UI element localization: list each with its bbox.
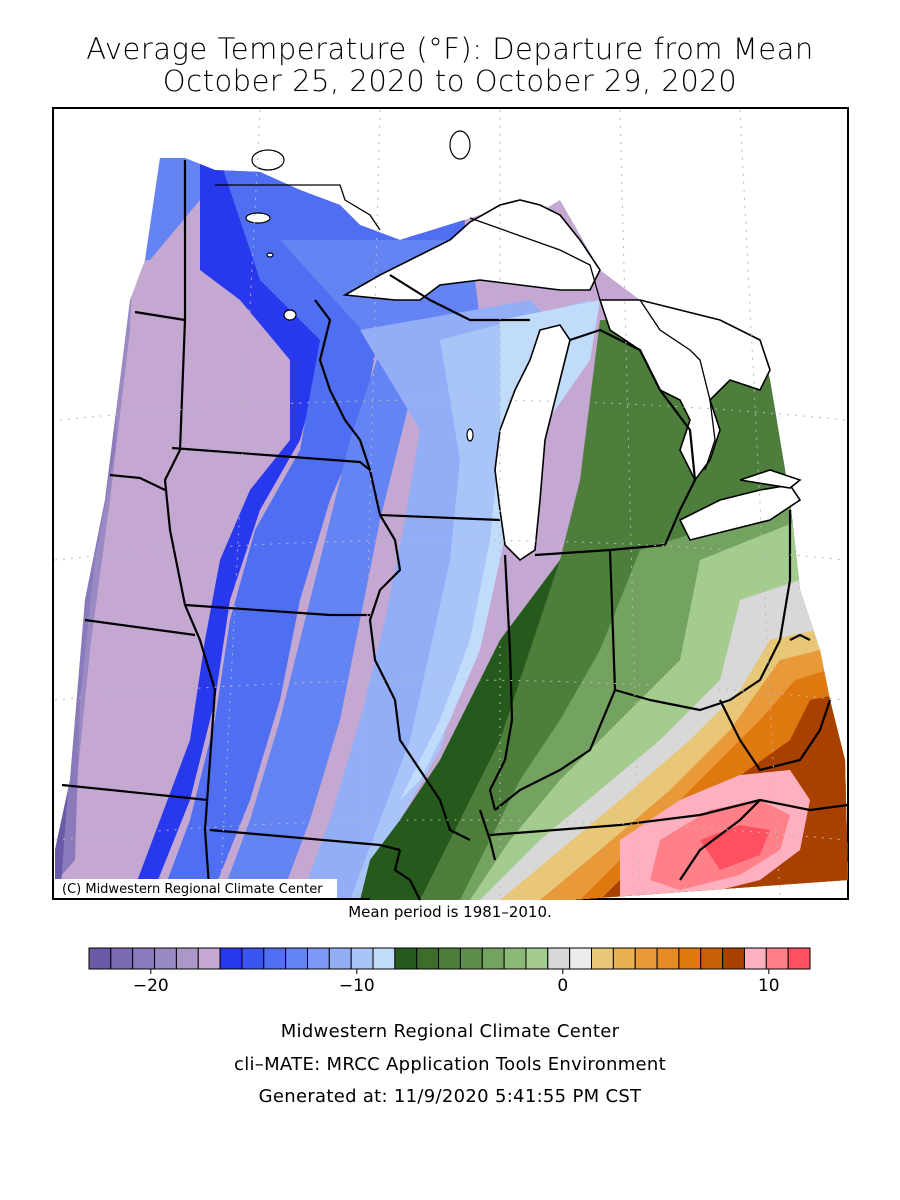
legend-tick-label: 0	[557, 976, 569, 996]
lake-erie	[678, 484, 802, 541]
band-minus-10	[350, 300, 590, 900]
coastlines	[215, 184, 716, 471]
band-minus-13	[220, 240, 480, 900]
legend-swatch	[219, 947, 243, 970]
lake-erie-east	[739, 469, 802, 489]
lake-superior	[342, 199, 601, 301]
legend-swatch	[263, 947, 287, 970]
legend-swatch	[722, 947, 745, 970]
band-minus-11	[300, 300, 560, 900]
great-lakes	[342, 199, 802, 562]
legend-tick-label: −20	[132, 976, 169, 996]
legend-swatch	[678, 947, 702, 970]
color-legend	[88, 947, 811, 974]
legend-swatch	[503, 947, 527, 970]
legend-swatch	[175, 947, 199, 970]
legend-swatch	[656, 947, 680, 970]
legend-swatch	[88, 947, 112, 970]
legend-swatch	[132, 947, 156, 970]
mean-period-note: Mean period is 1981–2010.	[348, 903, 552, 921]
map-title-line-1: Average Temperature (°F): Departure from…	[86, 32, 814, 66]
legend-swatch	[459, 947, 483, 970]
legend-swatch	[306, 947, 330, 970]
legend-swatch	[481, 947, 505, 970]
credit-generated: Generated at: 11/9/2020 5:41:55 PM CST	[258, 1086, 642, 1107]
copyright-box	[55, 879, 337, 898]
legend-swatch	[350, 947, 374, 970]
legend-color-bar	[88, 947, 811, 974]
credit-organization: Midwestern Regional Climate Center	[280, 1021, 620, 1042]
legend-swatch	[787, 947, 811, 970]
legend-swatch	[110, 947, 134, 970]
legend-swatch	[591, 947, 614, 970]
legend-swatch	[197, 947, 221, 970]
state-boundaries	[61, 160, 849, 901]
legend-swatch	[328, 947, 352, 970]
map-copyright: (C) Midwestern Regional Climate Center	[62, 882, 323, 897]
legend-swatch	[634, 947, 658, 970]
legend-swatch	[612, 947, 636, 970]
legend-swatch	[394, 947, 418, 970]
band-minus-17	[130, 158, 420, 900]
map-title-line-2: October 25, 2020 to October 29, 2020	[162, 64, 738, 98]
lat-lon-grid	[54, 109, 846, 899]
legend-swatch	[547, 947, 571, 970]
legend-swatch	[743, 947, 767, 970]
band-minus-15	[160, 160, 470, 900]
legend-swatch	[154, 947, 177, 970]
legend-swatch	[241, 947, 265, 970]
legend-swatch	[416, 947, 440, 970]
legend-swatch	[372, 947, 396, 970]
legend-swatch	[700, 947, 724, 970]
legend-swatch	[765, 947, 789, 970]
legend-tick-label: −10	[338, 976, 375, 996]
inland-lakes	[245, 130, 474, 442]
legend-swatch	[438, 947, 461, 970]
legend-swatch	[285, 947, 308, 970]
legend-swatch	[525, 947, 549, 970]
lake-michigan	[494, 324, 571, 562]
legend-swatch	[569, 947, 593, 970]
legend-tick-label: 10	[757, 976, 780, 996]
credit-tool: cli–MATE: MRCC Application Tools Environ…	[234, 1054, 666, 1075]
